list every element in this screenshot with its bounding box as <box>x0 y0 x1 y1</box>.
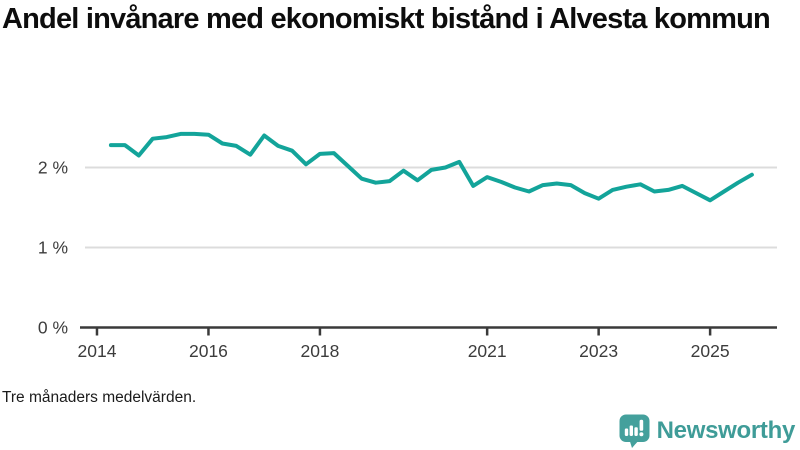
data-line-series <box>108 131 754 203</box>
x-tick-label: 2018 <box>300 341 339 361</box>
y-tick-label: 1 % <box>38 238 68 258</box>
y-tick-label: 0 % <box>38 318 68 338</box>
bar-chart-speech-bubble-icon <box>619 414 650 448</box>
y-tick-label: 2 % <box>38 158 68 178</box>
chart-title: Andel invånare med ekonomiskt bistånd i … <box>2 3 771 35</box>
x-tick-label: 2023 <box>579 341 618 361</box>
x-tick-label: 2025 <box>691 341 730 361</box>
x-tick-label: 2014 <box>78 341 117 361</box>
x-tick-label: 2016 <box>189 341 228 361</box>
newsworthy-logo-text: Newsworthy <box>656 417 796 444</box>
newsworthy-logo[interactable]: Newsworthy <box>619 414 795 448</box>
x-tick-label: 2021 <box>468 341 507 361</box>
chart-footnote: Tre månaders medelvärden. <box>2 389 197 406</box>
